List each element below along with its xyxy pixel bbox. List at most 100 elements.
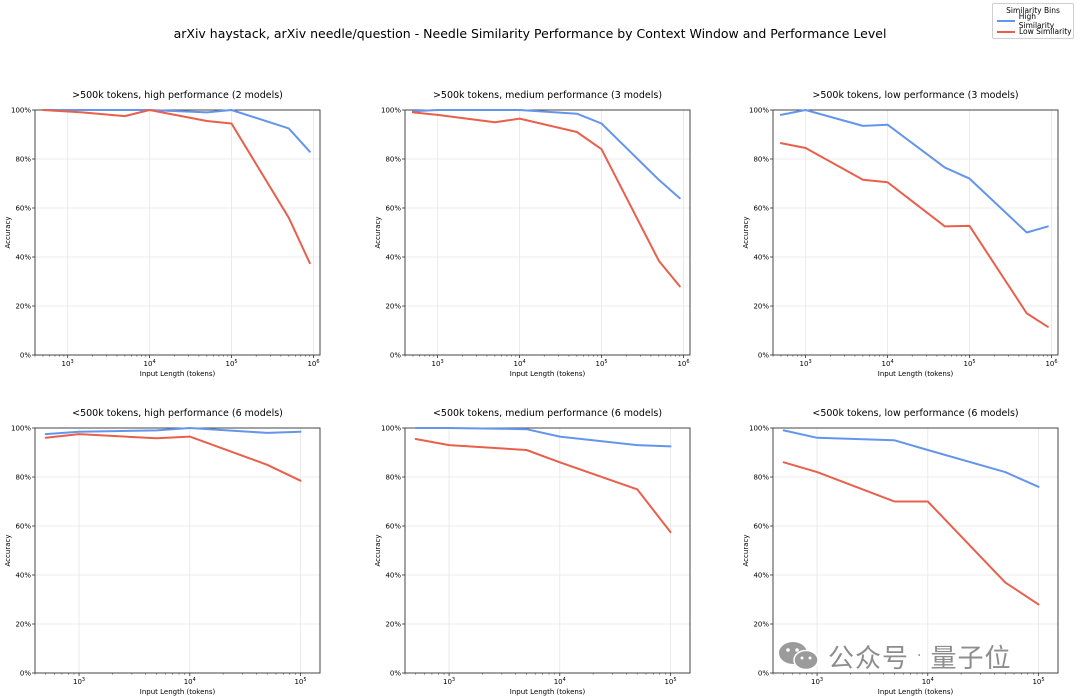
panel-title: <500k tokens, high performance (6 models… (72, 408, 283, 419)
series-line-low (779, 142, 1049, 328)
x-tick-label: 103 (811, 677, 823, 686)
y-tick-label: 20% (753, 303, 769, 311)
x-tick-label: 103 (432, 359, 444, 368)
y-tick-label: 40% (385, 254, 401, 262)
x-axis-label: Input Length (tokens) (140, 370, 216, 378)
y-tick-label: 0% (390, 670, 401, 678)
x-axis-label: Input Length (tokens) (510, 688, 586, 696)
panel-title: <500k tokens, medium performance (6 mode… (433, 408, 662, 419)
x-tick-label: 105 (225, 359, 237, 368)
legend-title: Similarity Bins (1006, 6, 1060, 15)
figure-title: arXiv haystack, arXiv needle/question - … (173, 26, 887, 41)
x-tick-label: 105 (294, 677, 306, 686)
x-tick-label: 104 (144, 359, 156, 368)
x-tick-label: 106 (677, 359, 689, 368)
chart-panel-6: 0% 20% 40% 60% 80% 100% 103 104 105 <500k tokens,… (742, 408, 1059, 696)
series-line-low (414, 438, 672, 534)
y-tick-label: 60% (753, 523, 769, 531)
panel-title: >500k tokens, high performance (2 models… (72, 90, 283, 101)
watermark: 公众号 · 量子位 (778, 638, 1011, 674)
axes-frame (34, 109, 321, 356)
watermark-separator: · (917, 648, 923, 664)
y-axis-label: Accuracy (742, 217, 750, 249)
legend-swatch-high (997, 19, 1015, 22)
y-axis-label: Accuracy (742, 535, 750, 567)
x-tick-label: 103 (62, 359, 74, 368)
x-axis-label: Input Length (tokens) (878, 370, 954, 378)
legend-entry-low: Low Similarity (997, 26, 1073, 37)
x-tick-label: 105 (664, 677, 676, 686)
x-tick-label: 104 (514, 359, 526, 368)
watermark-left-text: 公众号 (828, 643, 910, 674)
panel-title: >500k tokens, low performance (3 models) (812, 90, 1018, 101)
y-tick-label: 100% (381, 425, 401, 433)
series-line-high (779, 109, 1049, 234)
x-tick-label: 104 (184, 677, 196, 686)
y-tick-label: 100% (749, 107, 769, 115)
series-line-high (782, 429, 1040, 488)
y-tick-label: 40% (15, 572, 31, 580)
x-tick-label: 104 (922, 677, 934, 686)
y-tick-label: 0% (758, 352, 769, 360)
y-axis-label: Accuracy (374, 535, 382, 567)
y-tick-label: 80% (15, 474, 31, 482)
panel-title: >500k tokens, medium performance (3 mode… (433, 90, 662, 101)
y-tick-label: 100% (381, 107, 401, 115)
axes-frame (34, 427, 321, 674)
x-tick-label: 104 (554, 677, 566, 686)
y-tick-label: 80% (753, 474, 769, 482)
y-tick-label: 40% (385, 572, 401, 580)
legend-swatch-low (997, 30, 1015, 33)
series-line-low (782, 461, 1040, 606)
legend-label-high: High Similarity (1018, 11, 1055, 30)
x-tick-label: 104 (882, 359, 894, 368)
wechat-icon (779, 642, 819, 671)
x-tick-label: 105 (595, 359, 607, 368)
x-axis-label: Input Length (tokens) (878, 688, 954, 696)
y-tick-label: 0% (20, 670, 31, 678)
y-tick-label: 40% (15, 254, 31, 262)
y-tick-label: 80% (753, 156, 769, 164)
series-line-low (44, 433, 302, 482)
axes-frame (772, 109, 1059, 356)
y-tick-label: 20% (753, 621, 769, 629)
y-tick-label: 40% (753, 254, 769, 262)
series-line-high (44, 427, 302, 436)
y-tick-label: 100% (749, 425, 769, 433)
chart-panel-5: 0% 20% 40% 60% 80% 100% 103 104 105 <500k tokens,… (374, 408, 691, 696)
y-tick-label: 60% (385, 523, 401, 531)
series-line-high (411, 109, 681, 200)
x-tick-label: 103 (443, 677, 455, 686)
watermark-right-text: 量子位 (930, 643, 1012, 674)
y-tick-label: 40% (753, 572, 769, 580)
chart-panel-1: 0% 20% 40% 60% 80% 100% 103 104 105 106 >500k toke… (4, 90, 321, 378)
series-line-high (41, 109, 311, 153)
y-tick-label: 0% (390, 352, 401, 360)
y-tick-label: 100% (11, 425, 31, 433)
y-tick-label: 80% (15, 156, 31, 164)
x-axis-label: Input Length (tokens) (140, 688, 216, 696)
y-tick-label: 60% (15, 523, 31, 531)
y-tick-label: 20% (385, 621, 401, 629)
y-tick-label: 80% (385, 474, 401, 482)
chart-panel-4: 0% 20% 40% 60% 80% 100% 103 104 105 <500k tokens,… (4, 408, 321, 696)
x-tick-label: 106 (307, 359, 319, 368)
chart-panel-2: 0% 20% 40% 60% 80% 100% 103 104 105 106 >500k toke… (374, 90, 691, 378)
y-tick-label: 0% (758, 670, 769, 678)
y-axis-label: Accuracy (4, 217, 12, 249)
axes-frame (404, 427, 691, 674)
x-tick-label: 106 (1045, 359, 1057, 368)
axes-frame (772, 427, 1059, 674)
series-line-high (414, 427, 672, 448)
y-tick-label: 20% (15, 303, 31, 311)
y-tick-label: 0% (20, 352, 31, 360)
series-line-low (411, 111, 681, 288)
y-axis-label: Accuracy (374, 217, 382, 249)
y-tick-label: 100% (11, 107, 31, 115)
series-line-low (41, 109, 311, 265)
x-tick-label: 103 (800, 359, 812, 368)
y-tick-label: 20% (15, 621, 31, 629)
y-tick-label: 60% (753, 205, 769, 213)
legend-label-low: Low Similarity (1019, 27, 1072, 36)
